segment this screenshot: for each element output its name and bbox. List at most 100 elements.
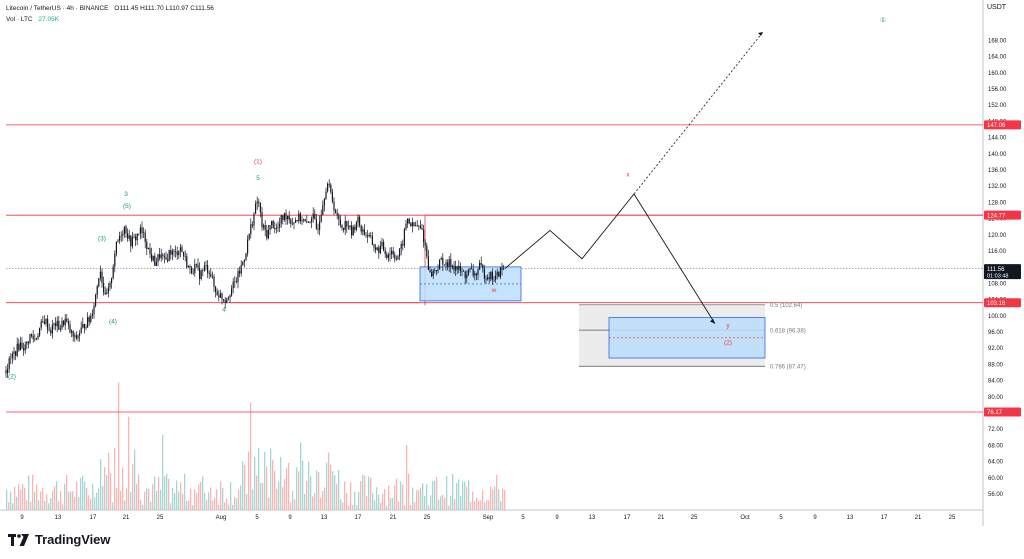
volume-bar — [18, 484, 20, 510]
price-tick-label: 96.00 — [988, 330, 1004, 336]
candle-body — [133, 236, 135, 238]
volume-bar — [222, 487, 224, 510]
candle-body — [117, 240, 119, 242]
volume-bar — [124, 500, 126, 510]
candle-body — [299, 213, 301, 222]
volume-bar — [298, 471, 300, 510]
candle-body — [487, 277, 489, 280]
volume-bar — [410, 505, 412, 510]
candle-body — [253, 213, 255, 226]
candle-body — [72, 330, 74, 337]
volume-bar — [470, 502, 472, 510]
candle-body — [339, 219, 341, 226]
candle-body — [475, 273, 477, 276]
candle-body — [355, 222, 357, 230]
currency-label[interactable]: USDT — [987, 4, 1007, 11]
candle-body — [277, 227, 279, 229]
candle-body — [295, 220, 297, 223]
candle-body — [335, 210, 337, 214]
candle-body — [103, 282, 105, 293]
candle-body — [461, 271, 463, 272]
candle-body — [181, 247, 183, 252]
volume-bar — [188, 500, 190, 510]
candle-body — [55, 323, 57, 327]
volume-bar — [66, 474, 68, 510]
candle-body — [451, 265, 453, 267]
time-tick-label: 5 — [521, 515, 525, 521]
candle-body — [171, 250, 173, 255]
candle-body — [195, 264, 197, 265]
volume-bar — [178, 491, 180, 510]
volume-bar — [130, 492, 132, 510]
candle-body — [208, 272, 210, 274]
candle-body — [88, 317, 90, 322]
volume-bar — [500, 501, 502, 510]
price-label-text: 76.17 — [987, 410, 1003, 416]
candle-body — [40, 321, 42, 328]
volume-bar — [266, 466, 268, 510]
volume-bar — [214, 497, 216, 510]
volume-bar — [136, 484, 138, 510]
candle-body — [359, 216, 361, 226]
candle-body — [69, 324, 71, 333]
candle-body — [227, 297, 229, 299]
volume-bar — [42, 488, 44, 510]
volume-bar — [70, 491, 72, 510]
candle-body — [367, 235, 369, 237]
wave-label: x — [626, 172, 630, 179]
volume-bar — [194, 489, 196, 510]
price-tick-label: 144.00 — [988, 136, 1007, 142]
candle-body — [43, 321, 45, 324]
price-tick-label: 116.00 — [988, 249, 1007, 255]
volume-bar — [118, 382, 120, 510]
candle-body — [229, 295, 231, 298]
volume-bar — [106, 475, 108, 510]
wave-label: 5 — [256, 175, 260, 182]
fib-level-label: 0.5 (102.64) — [770, 303, 802, 309]
volume-bar — [296, 467, 298, 510]
time-tick-label: 9 — [20, 515, 24, 521]
candle-body — [71, 330, 73, 333]
candle-body — [42, 321, 44, 322]
candle-body — [170, 250, 172, 255]
candle-body — [191, 267, 193, 274]
volume-bar — [166, 473, 168, 510]
candle-body — [93, 305, 95, 315]
volume-bar — [246, 494, 248, 510]
candle-body — [379, 245, 381, 253]
volume-bar — [228, 504, 230, 510]
volume-bar — [492, 489, 494, 510]
price-tick-label: 164.00 — [988, 55, 1007, 61]
candle-body — [125, 226, 127, 234]
candle-body — [119, 236, 121, 241]
candle-body — [127, 233, 129, 239]
candle-body — [483, 268, 485, 279]
candle-body — [258, 201, 260, 203]
symbol-title[interactable]: Litecoin / TetherUS · 4h · BINANCE — [6, 5, 109, 12]
candle-body — [423, 229, 425, 243]
price-tick-label: 88.00 — [988, 362, 1004, 368]
candle-body — [167, 259, 169, 262]
volume-bar — [452, 473, 454, 510]
candle-body — [221, 293, 223, 300]
candle-body — [256, 201, 258, 204]
price-tick-label: 168.00 — [988, 38, 1007, 44]
candle-body — [111, 278, 113, 284]
candle-body — [431, 271, 433, 277]
volume-bar — [348, 505, 350, 510]
volume-bar — [282, 487, 284, 510]
candle-body — [394, 254, 396, 259]
volume-bar — [32, 474, 34, 510]
volume-bar — [176, 480, 178, 510]
volume-bar — [26, 500, 28, 510]
brand-name: TradingView — [35, 532, 111, 547]
candle-body — [210, 273, 212, 277]
candle-body — [21, 342, 23, 349]
candle-body — [341, 225, 343, 228]
candle-body — [75, 335, 77, 339]
candle-body — [176, 251, 178, 256]
volume-bar — [234, 496, 236, 510]
candle-body — [328, 183, 330, 185]
candle-body — [344, 220, 346, 230]
